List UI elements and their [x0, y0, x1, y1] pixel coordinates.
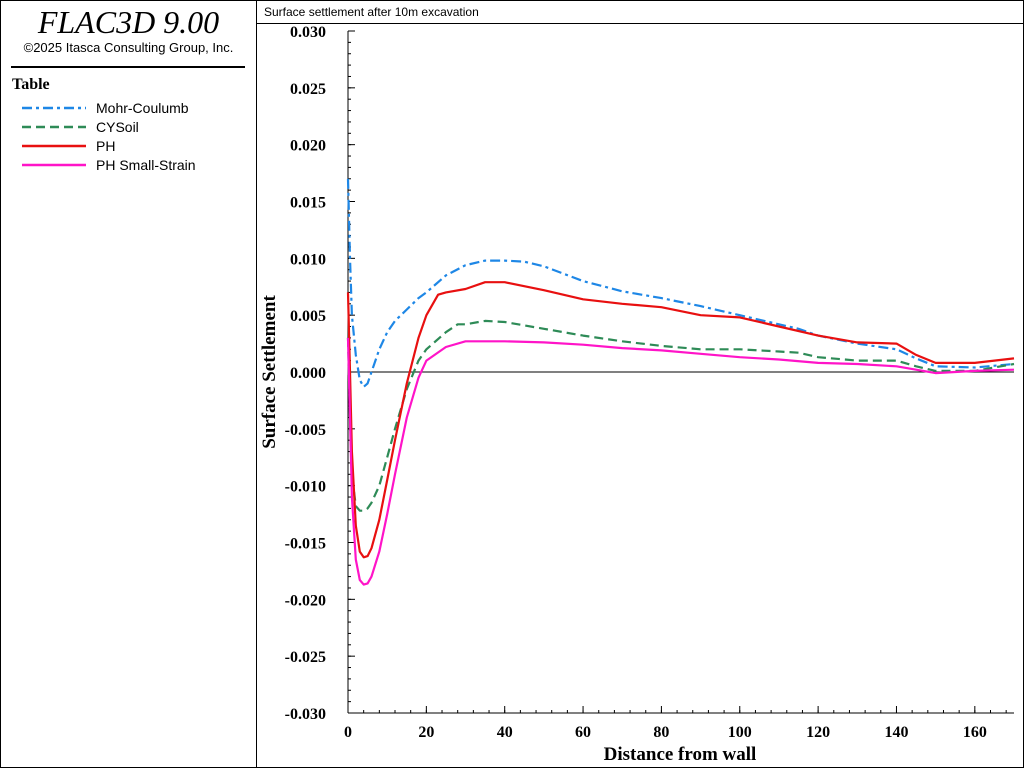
y-tick-label: -0.020	[285, 592, 326, 609]
chart-axes: -0.030 -0.025 -0.020 -0.015 -0.010 -0.005 0.00…	[285, 24, 1014, 741]
legend-label: PH	[96, 137, 116, 154]
app-title: FLAC3D 9.00	[37, 4, 220, 40]
y-tick-label: 0.025	[290, 81, 326, 98]
x-tick-label: 100	[728, 724, 752, 741]
x-tick-label: 20	[418, 724, 434, 741]
legend-divider	[11, 66, 245, 68]
y-tick-label: 0.000	[290, 365, 326, 382]
legend-item: PH	[22, 136, 196, 155]
x-tick-label: 80	[653, 724, 669, 741]
y-tick-label: 0.015	[290, 195, 326, 212]
chart-series-layer	[346, 178, 1015, 586]
legend-item: CYSoil	[22, 117, 196, 136]
x-tick-label: 60	[575, 724, 591, 741]
legend-item: PH Small-Strain	[22, 155, 196, 174]
series-line-3	[346, 281, 1015, 559]
legend-heading: Table	[12, 76, 50, 93]
x-tick-label: 40	[497, 724, 513, 741]
y-tick-label: 0.020	[290, 138, 326, 155]
y-tick-label: -0.025	[285, 649, 326, 666]
title-divider	[257, 23, 1023, 24]
y-tick-label: -0.015	[285, 536, 326, 553]
legend-swatch	[22, 163, 86, 166]
series-line-4	[346, 337, 1015, 586]
series-line-1	[346, 178, 1015, 388]
legend-swatch	[22, 125, 86, 128]
legend-swatch	[22, 144, 86, 147]
y-axis-label: Surface Settlement	[259, 295, 280, 449]
x-tick-label: 140	[884, 724, 908, 741]
x-tick-label: 160	[963, 724, 987, 741]
x-tick-label: 0	[344, 724, 352, 741]
legend-label: Mohr-Coulumb	[96, 99, 189, 116]
legend-item: Mohr-Coulumb	[22, 98, 196, 117]
legend-label: CYSoil	[96, 118, 139, 135]
y-tick-label: 0.030	[290, 24, 326, 41]
y-tick-label: -0.030	[285, 706, 326, 723]
legend-list: Mohr-Coulumb CYSoil PH PH Small-Strain	[22, 98, 196, 174]
x-tick-label: 120	[806, 724, 830, 741]
legend-label: PH Small-Strain	[96, 156, 196, 173]
x-axis-label: Distance from wall	[604, 744, 757, 765]
copyright-text: ©2025 Itasca Consulting Group, Inc.	[23, 40, 234, 55]
y-tick-label: -0.010	[285, 479, 326, 496]
y-tick-label: 0.010	[290, 251, 326, 268]
series-line-2	[346, 319, 1015, 512]
chart-title: Surface settlement after 10m excavation	[264, 5, 479, 19]
y-tick-label: 0.005	[290, 308, 326, 325]
y-tick-label: -0.005	[285, 422, 326, 439]
